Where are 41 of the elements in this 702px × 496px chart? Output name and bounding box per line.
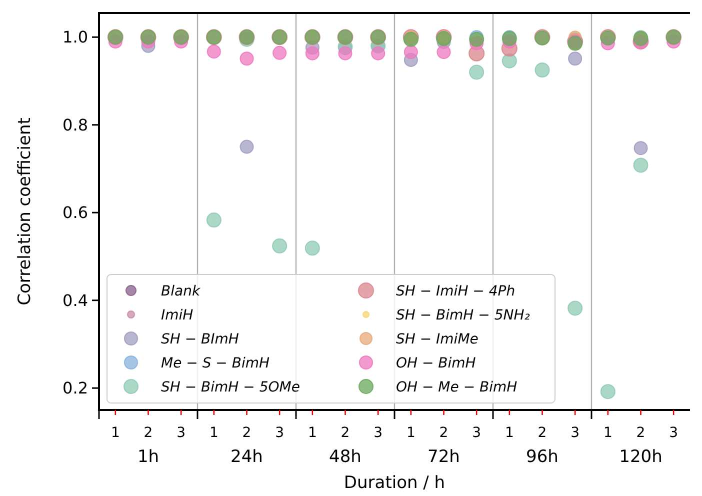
x-tick-label: 2: [439, 425, 448, 441]
y-tick-label: 0.8: [62, 115, 88, 134]
y-axis-title: Correlation coefficient: [15, 117, 35, 306]
text: 96h: [526, 447, 558, 467]
x-tick-label: 1: [406, 425, 416, 441]
x-tick-label: 3: [472, 425, 482, 441]
x-tick-label: 2: [340, 425, 350, 441]
text: 120h: [619, 447, 662, 467]
x-tick-label: 1: [110, 425, 120, 441]
legend-label: Blank: [161, 283, 201, 300]
x-tick-label: 2: [144, 425, 153, 441]
x-tick-label: 2: [242, 425, 252, 441]
x-tick-label: 3: [374, 425, 383, 441]
y-tick-label: 0.6: [62, 203, 88, 222]
x-tick-label: 2: [538, 425, 547, 441]
y-tick-label: 1.0: [62, 28, 88, 47]
y-tick-label: 0.4: [62, 290, 88, 310]
text: 48h: [329, 447, 362, 467]
legend-label: SH − ImiMe: [396, 331, 478, 348]
x-tick-label: 3: [176, 425, 186, 441]
legend-label: SH − ImiH − 4Ph: [396, 283, 516, 300]
y-tick-label: 0.2: [62, 378, 88, 398]
legend-label: SH − BimH − 5OMe: [161, 379, 300, 396]
legend-label: OH − BimH: [396, 355, 476, 372]
text: 72h: [428, 447, 460, 467]
x-tick-label: 1: [209, 425, 218, 441]
x-tick-label: 1: [603, 425, 612, 441]
text: 24h: [230, 447, 263, 467]
legend-label: OH − Me − BimH: [396, 379, 518, 396]
x-tick-label: 3: [570, 425, 580, 441]
legend-label: SH − BImH: [161, 331, 240, 348]
legend-label: SH − BimH − 5NH₂: [396, 307, 530, 324]
x-tick-label: 1: [308, 425, 317, 441]
x-tick-label: 1: [504, 425, 514, 441]
x-tick-label: 2: [636, 425, 646, 441]
x-axis-title: Duration / h: [344, 473, 446, 493]
x-tick-label: 3: [275, 425, 284, 441]
x-tick-label: 3: [669, 425, 678, 441]
legend-label: ImiH: [161, 307, 194, 324]
text: 1h: [137, 447, 160, 467]
legend-label: Me − S − BimH: [161, 355, 270, 372]
